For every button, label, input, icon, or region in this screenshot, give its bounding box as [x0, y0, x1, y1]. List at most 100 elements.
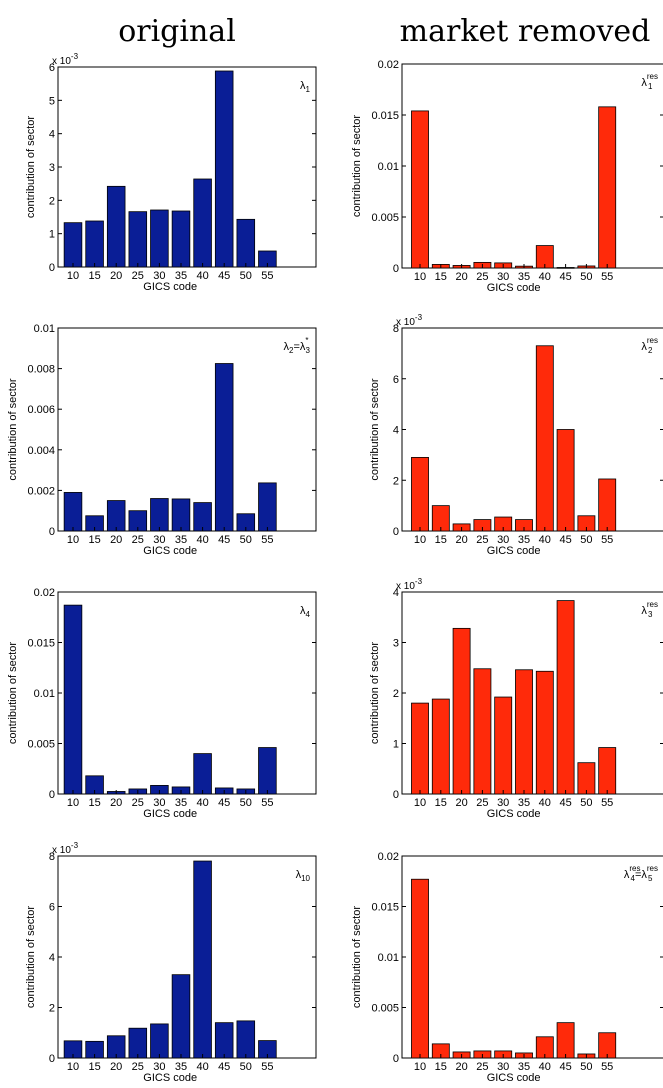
y-tick-label: 0.002 — [27, 485, 55, 497]
y-tick-label: 0.015 — [27, 638, 55, 650]
x-tick-label: 25 — [476, 271, 488, 283]
x-tick-label: 40 — [196, 797, 208, 809]
x-axis-label: GICS code — [143, 808, 197, 820]
bar-40 — [193, 753, 212, 795]
x-axis-label: GICS code — [487, 282, 541, 294]
x-tick-label: 30 — [497, 1061, 509, 1073]
y-tick-label: 0.015 — [371, 110, 399, 122]
bar-55 — [598, 478, 617, 532]
bar-30 — [150, 1023, 169, 1059]
bar-55 — [258, 482, 277, 532]
x-tick-label: 25 — [132, 270, 144, 282]
y-tick-label: 0.01 — [34, 688, 55, 700]
x-tick-label: 55 — [261, 797, 273, 809]
bar-15 — [431, 505, 450, 532]
y-tick-label: 0.015 — [371, 902, 399, 914]
y-tick-label: 0 — [49, 1053, 55, 1065]
x-tick-label: 25 — [476, 1061, 488, 1073]
y-axis-label: contribution of sector — [25, 116, 37, 218]
x-tick-label: 25 — [476, 797, 488, 809]
x-tick-label: 50 — [240, 534, 252, 546]
x-tick-label: 25 — [476, 534, 488, 546]
x-tick-label: 55 — [601, 271, 613, 283]
y-tick-label: 3 — [49, 162, 55, 174]
x-tick-label: 10 — [414, 1061, 426, 1073]
y-axis-label: contribution of sector — [25, 906, 37, 1008]
x-tick-label: 15 — [435, 534, 447, 546]
x-tick-label: 20 — [455, 797, 467, 809]
x-tick-label: 20 — [110, 534, 122, 546]
y-tick-label: 5 — [49, 95, 55, 107]
y-tick-label: 0 — [393, 526, 399, 538]
x-tick-label: 15 — [435, 1061, 447, 1073]
x-tick-label: 25 — [132, 534, 144, 546]
x-tick-label: 50 — [580, 797, 592, 809]
bar-30 — [150, 498, 169, 532]
x-tick-label: 55 — [261, 534, 273, 546]
bar-10 — [411, 702, 429, 795]
legend-label: λres 3 — [641, 600, 658, 619]
chart-panel-5: 0 0.005 0.01 0.015 0.02 10 15 20 25 30 35 40 45 50 55 G… — [7, 587, 317, 820]
y-tick-label: 0.005 — [27, 739, 55, 751]
y-tick-label: 4 — [49, 129, 55, 141]
legend-label: λ1 — [300, 80, 311, 94]
bar-50 — [236, 1020, 256, 1059]
y-tick-label: 0 — [49, 789, 55, 801]
x-tick-label: 20 — [110, 1061, 122, 1073]
plot-area — [401, 855, 663, 1059]
chart-panel-2: 0 0.005 0.01 0.015 0.02 10 15 20 25 30 35 40 45 50 55 G… — [351, 59, 663, 294]
x-tick-label: 30 — [497, 797, 509, 809]
y-tick-label: 0.01 — [378, 161, 399, 173]
bar-45 — [214, 363, 234, 532]
x-axis-label: GICS code — [143, 1072, 197, 1084]
x-tick-label: 30 — [153, 797, 165, 809]
bar-10 — [63, 492, 83, 532]
x-tick-label: 10 — [414, 271, 426, 283]
y-tick-label: 0.02 — [378, 851, 399, 863]
chart-panel-4: 0 2 4 6 8 10 15 20 25 30 35 40 45 50 55 GICS code contri… — [369, 313, 663, 557]
x-tick-label: 55 — [261, 270, 273, 282]
legend-label: λres 2 — [641, 336, 658, 355]
y-axis-label: contribution of sector — [369, 642, 381, 744]
y-axis-label: contribution of sector — [369, 378, 381, 480]
plot-area — [401, 327, 663, 532]
y-tick-label: 3 — [393, 638, 399, 650]
y-tick-label: 0.005 — [371, 212, 399, 224]
x-tick-label: 10 — [67, 1061, 79, 1073]
x-tick-label: 15 — [88, 797, 100, 809]
x-tick-label: 55 — [601, 797, 613, 809]
x-tick-label: 20 — [455, 534, 467, 546]
y-exponent: x 10-3 — [396, 313, 423, 328]
bar-15 — [431, 698, 450, 795]
bar-50 — [577, 762, 596, 795]
y-tick-label: 0 — [49, 262, 55, 274]
x-tick-label: 30 — [497, 271, 509, 283]
x-tick-label: 40 — [539, 1061, 551, 1073]
y-tick-label: 0 — [393, 263, 399, 275]
x-tick-label: 55 — [261, 1061, 273, 1073]
x-tick-label: 25 — [132, 797, 144, 809]
chart-panel-7: 0 2 4 6 8 10 15 20 25 30 35 40 45 50 55 GICS code contri… — [25, 841, 317, 1084]
bar-35 — [515, 669, 533, 795]
bar-45 — [214, 70, 234, 268]
bar-30 — [494, 696, 513, 795]
x-tick-label: 45 — [218, 1061, 230, 1073]
bar-25 — [473, 668, 492, 795]
x-tick-label: 35 — [518, 271, 530, 283]
y-tick-label: 0 — [393, 789, 399, 801]
bar-30 — [150, 209, 169, 268]
y-axis-label: contribution of sector — [7, 378, 19, 480]
bar-20 — [452, 627, 471, 795]
y-axis-label: contribution of sector — [351, 906, 363, 1008]
chart-panel-8: 0 0.005 0.01 0.015 0.02 10 15 20 25 30 35 40 45 50 55 G… — [351, 851, 663, 1084]
x-tick-label: 15 — [435, 797, 447, 809]
y-axis-label: contribution of sector — [351, 115, 363, 217]
y-exponent: x 10-3 — [396, 577, 423, 592]
y-tick-label: 6 — [49, 62, 55, 74]
x-tick-label: 20 — [110, 270, 122, 282]
bar-40 — [193, 860, 212, 1059]
x-tick-label: 40 — [539, 797, 551, 809]
bar-55 — [598, 106, 617, 269]
